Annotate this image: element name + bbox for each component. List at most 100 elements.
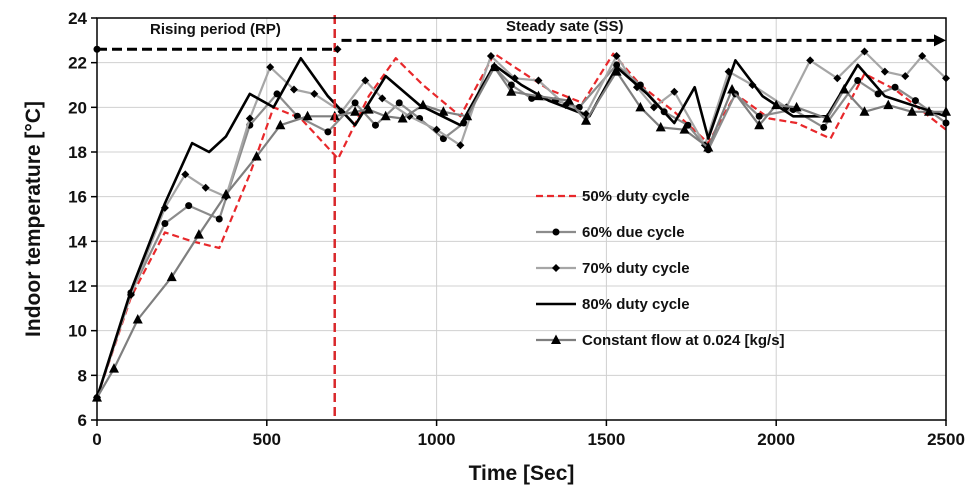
y-tick-label: 10 bbox=[68, 322, 87, 341]
y-tick-label: 8 bbox=[78, 366, 87, 385]
data-point bbox=[611, 66, 622, 76]
data-point bbox=[506, 86, 517, 96]
legend-item-2: 60% due cycle bbox=[536, 224, 685, 241]
data-point bbox=[907, 106, 918, 116]
data-point bbox=[833, 74, 842, 83]
data-point bbox=[791, 101, 802, 112]
series-4 bbox=[95, 56, 947, 399]
legend-marker bbox=[552, 264, 560, 272]
series-line bbox=[95, 50, 947, 399]
data-point bbox=[581, 115, 592, 125]
legend: 50% duty cycle 60% due cycle 70% duty cycl… bbox=[536, 188, 785, 349]
x-tick-label: 500 bbox=[253, 430, 281, 449]
x-tick-label: 0 bbox=[92, 430, 101, 449]
legend-item-4: 80% duty cycle bbox=[536, 296, 690, 313]
data-point bbox=[883, 99, 894, 110]
data-point bbox=[439, 135, 447, 143]
data-point bbox=[486, 51, 495, 60]
legend-item-3: 70% duty cycle bbox=[536, 260, 690, 277]
legend-label: 80% duty cycle bbox=[582, 296, 690, 313]
data-point bbox=[533, 90, 544, 101]
legend-label: 50% duty cycle bbox=[582, 188, 690, 205]
series-line bbox=[95, 52, 947, 399]
data-point bbox=[324, 128, 332, 136]
series-5 bbox=[92, 61, 951, 402]
data-point bbox=[351, 99, 359, 107]
legend-marker bbox=[551, 334, 561, 344]
data-point bbox=[612, 51, 621, 60]
steady-arrow-head bbox=[934, 34, 946, 47]
y-tick-label: 24 bbox=[68, 9, 87, 28]
legend-label: 60% due cycle bbox=[582, 224, 685, 241]
data-point bbox=[703, 142, 714, 152]
data-point bbox=[564, 95, 575, 105]
data-point bbox=[489, 61, 500, 72]
y-tick-label: 6 bbox=[78, 411, 87, 430]
data-point bbox=[132, 314, 143, 324]
data-point bbox=[161, 219, 169, 227]
y-tick-label: 22 bbox=[68, 54, 87, 73]
x-tick-label: 2000 bbox=[757, 430, 795, 449]
data-point bbox=[350, 106, 361, 116]
data-point bbox=[166, 271, 177, 282]
data-point bbox=[108, 363, 119, 373]
data-point bbox=[371, 121, 379, 129]
y-axis-title: Indoor temperature [°C] bbox=[22, 101, 45, 337]
data-point bbox=[754, 119, 765, 130]
legend-label: Constant flow at 0.024 [kg/s] bbox=[582, 332, 785, 349]
data-point bbox=[432, 125, 441, 134]
legend-item-1: 50% duty cycle bbox=[536, 188, 690, 205]
legend-marker bbox=[552, 228, 560, 236]
data-point bbox=[215, 215, 223, 223]
data-point bbox=[193, 229, 204, 239]
steady-state-label: Steady sate (SS) bbox=[506, 18, 624, 35]
series-1 bbox=[95, 52, 947, 399]
data-point bbox=[266, 63, 275, 72]
x-axis-title: Time [Sec] bbox=[469, 462, 575, 485]
data-point bbox=[655, 121, 666, 132]
data-point bbox=[310, 89, 319, 98]
data-point bbox=[361, 76, 370, 85]
data-point bbox=[185, 202, 193, 210]
rising-arrow-end bbox=[333, 45, 342, 54]
series-3 bbox=[93, 47, 950, 402]
data-point bbox=[649, 103, 658, 112]
data-point bbox=[755, 112, 763, 120]
plot-frame bbox=[96, 17, 947, 421]
data-point bbox=[507, 81, 515, 89]
data-point bbox=[181, 170, 190, 179]
data-point bbox=[221, 188, 232, 199]
series-line bbox=[95, 63, 947, 399]
annotations: Rising period (RP) Steady sate (SS) bbox=[93, 15, 946, 420]
data-point bbox=[534, 76, 543, 85]
data-point bbox=[363, 104, 374, 114]
data-point bbox=[380, 110, 391, 121]
rising-period-label: Rising period (RP) bbox=[150, 21, 281, 38]
data-point bbox=[395, 99, 403, 107]
data-point bbox=[397, 113, 408, 123]
data-point bbox=[456, 141, 465, 150]
data-point bbox=[670, 87, 679, 96]
data-point bbox=[438, 106, 449, 116]
x-tick-label: 1500 bbox=[587, 430, 625, 449]
data-point bbox=[918, 51, 927, 60]
series-layer bbox=[92, 47, 951, 402]
data-point bbox=[839, 83, 850, 94]
data-point bbox=[275, 119, 286, 130]
data-point bbox=[528, 94, 536, 102]
y-tick-label: 20 bbox=[68, 98, 87, 117]
data-point bbox=[901, 72, 910, 81]
series-line bbox=[95, 56, 947, 399]
data-point bbox=[418, 99, 429, 110]
data-point bbox=[880, 67, 889, 76]
series-2 bbox=[93, 61, 950, 402]
y-tick-label: 18 bbox=[68, 143, 87, 162]
series-line bbox=[96, 65, 946, 399]
data-point bbox=[679, 124, 690, 134]
y-tick-label: 16 bbox=[68, 188, 87, 207]
data-point bbox=[806, 56, 815, 65]
data-point bbox=[860, 47, 869, 56]
y-tick-label: 12 bbox=[68, 277, 87, 296]
data-point bbox=[854, 77, 862, 85]
